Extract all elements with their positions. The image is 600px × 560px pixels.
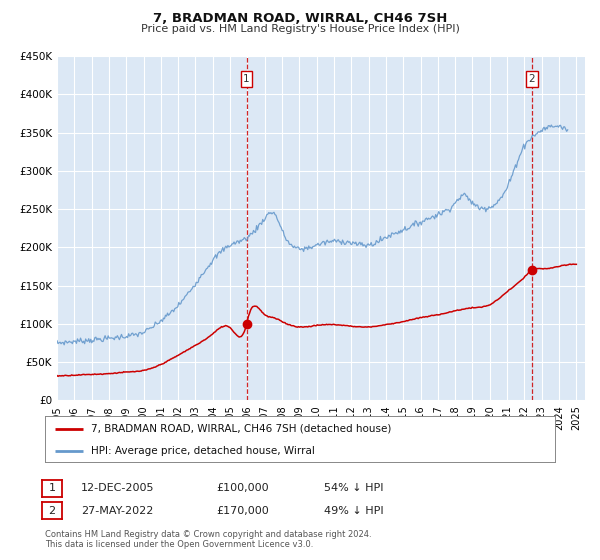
Text: Price paid vs. HM Land Registry's House Price Index (HPI): Price paid vs. HM Land Registry's House … [140, 24, 460, 34]
Text: 49% ↓ HPI: 49% ↓ HPI [324, 506, 383, 516]
Text: 2: 2 [529, 74, 535, 84]
Text: 1: 1 [243, 74, 250, 84]
Text: 12-DEC-2005: 12-DEC-2005 [81, 483, 155, 493]
Text: 7, BRADMAN ROAD, WIRRAL, CH46 7SH: 7, BRADMAN ROAD, WIRRAL, CH46 7SH [153, 12, 447, 25]
Text: 1: 1 [49, 483, 55, 493]
Text: 54% ↓ HPI: 54% ↓ HPI [324, 483, 383, 493]
Text: This data is licensed under the Open Government Licence v3.0.: This data is licensed under the Open Gov… [45, 540, 313, 549]
Text: 7, BRADMAN ROAD, WIRRAL, CH46 7SH (detached house): 7, BRADMAN ROAD, WIRRAL, CH46 7SH (detac… [91, 424, 391, 434]
Text: £100,000: £100,000 [216, 483, 269, 493]
Text: 27-MAY-2022: 27-MAY-2022 [81, 506, 154, 516]
Text: HPI: Average price, detached house, Wirral: HPI: Average price, detached house, Wirr… [91, 446, 315, 455]
Text: Contains HM Land Registry data © Crown copyright and database right 2024.: Contains HM Land Registry data © Crown c… [45, 530, 371, 539]
Text: 2: 2 [49, 506, 55, 516]
Text: £170,000: £170,000 [216, 506, 269, 516]
